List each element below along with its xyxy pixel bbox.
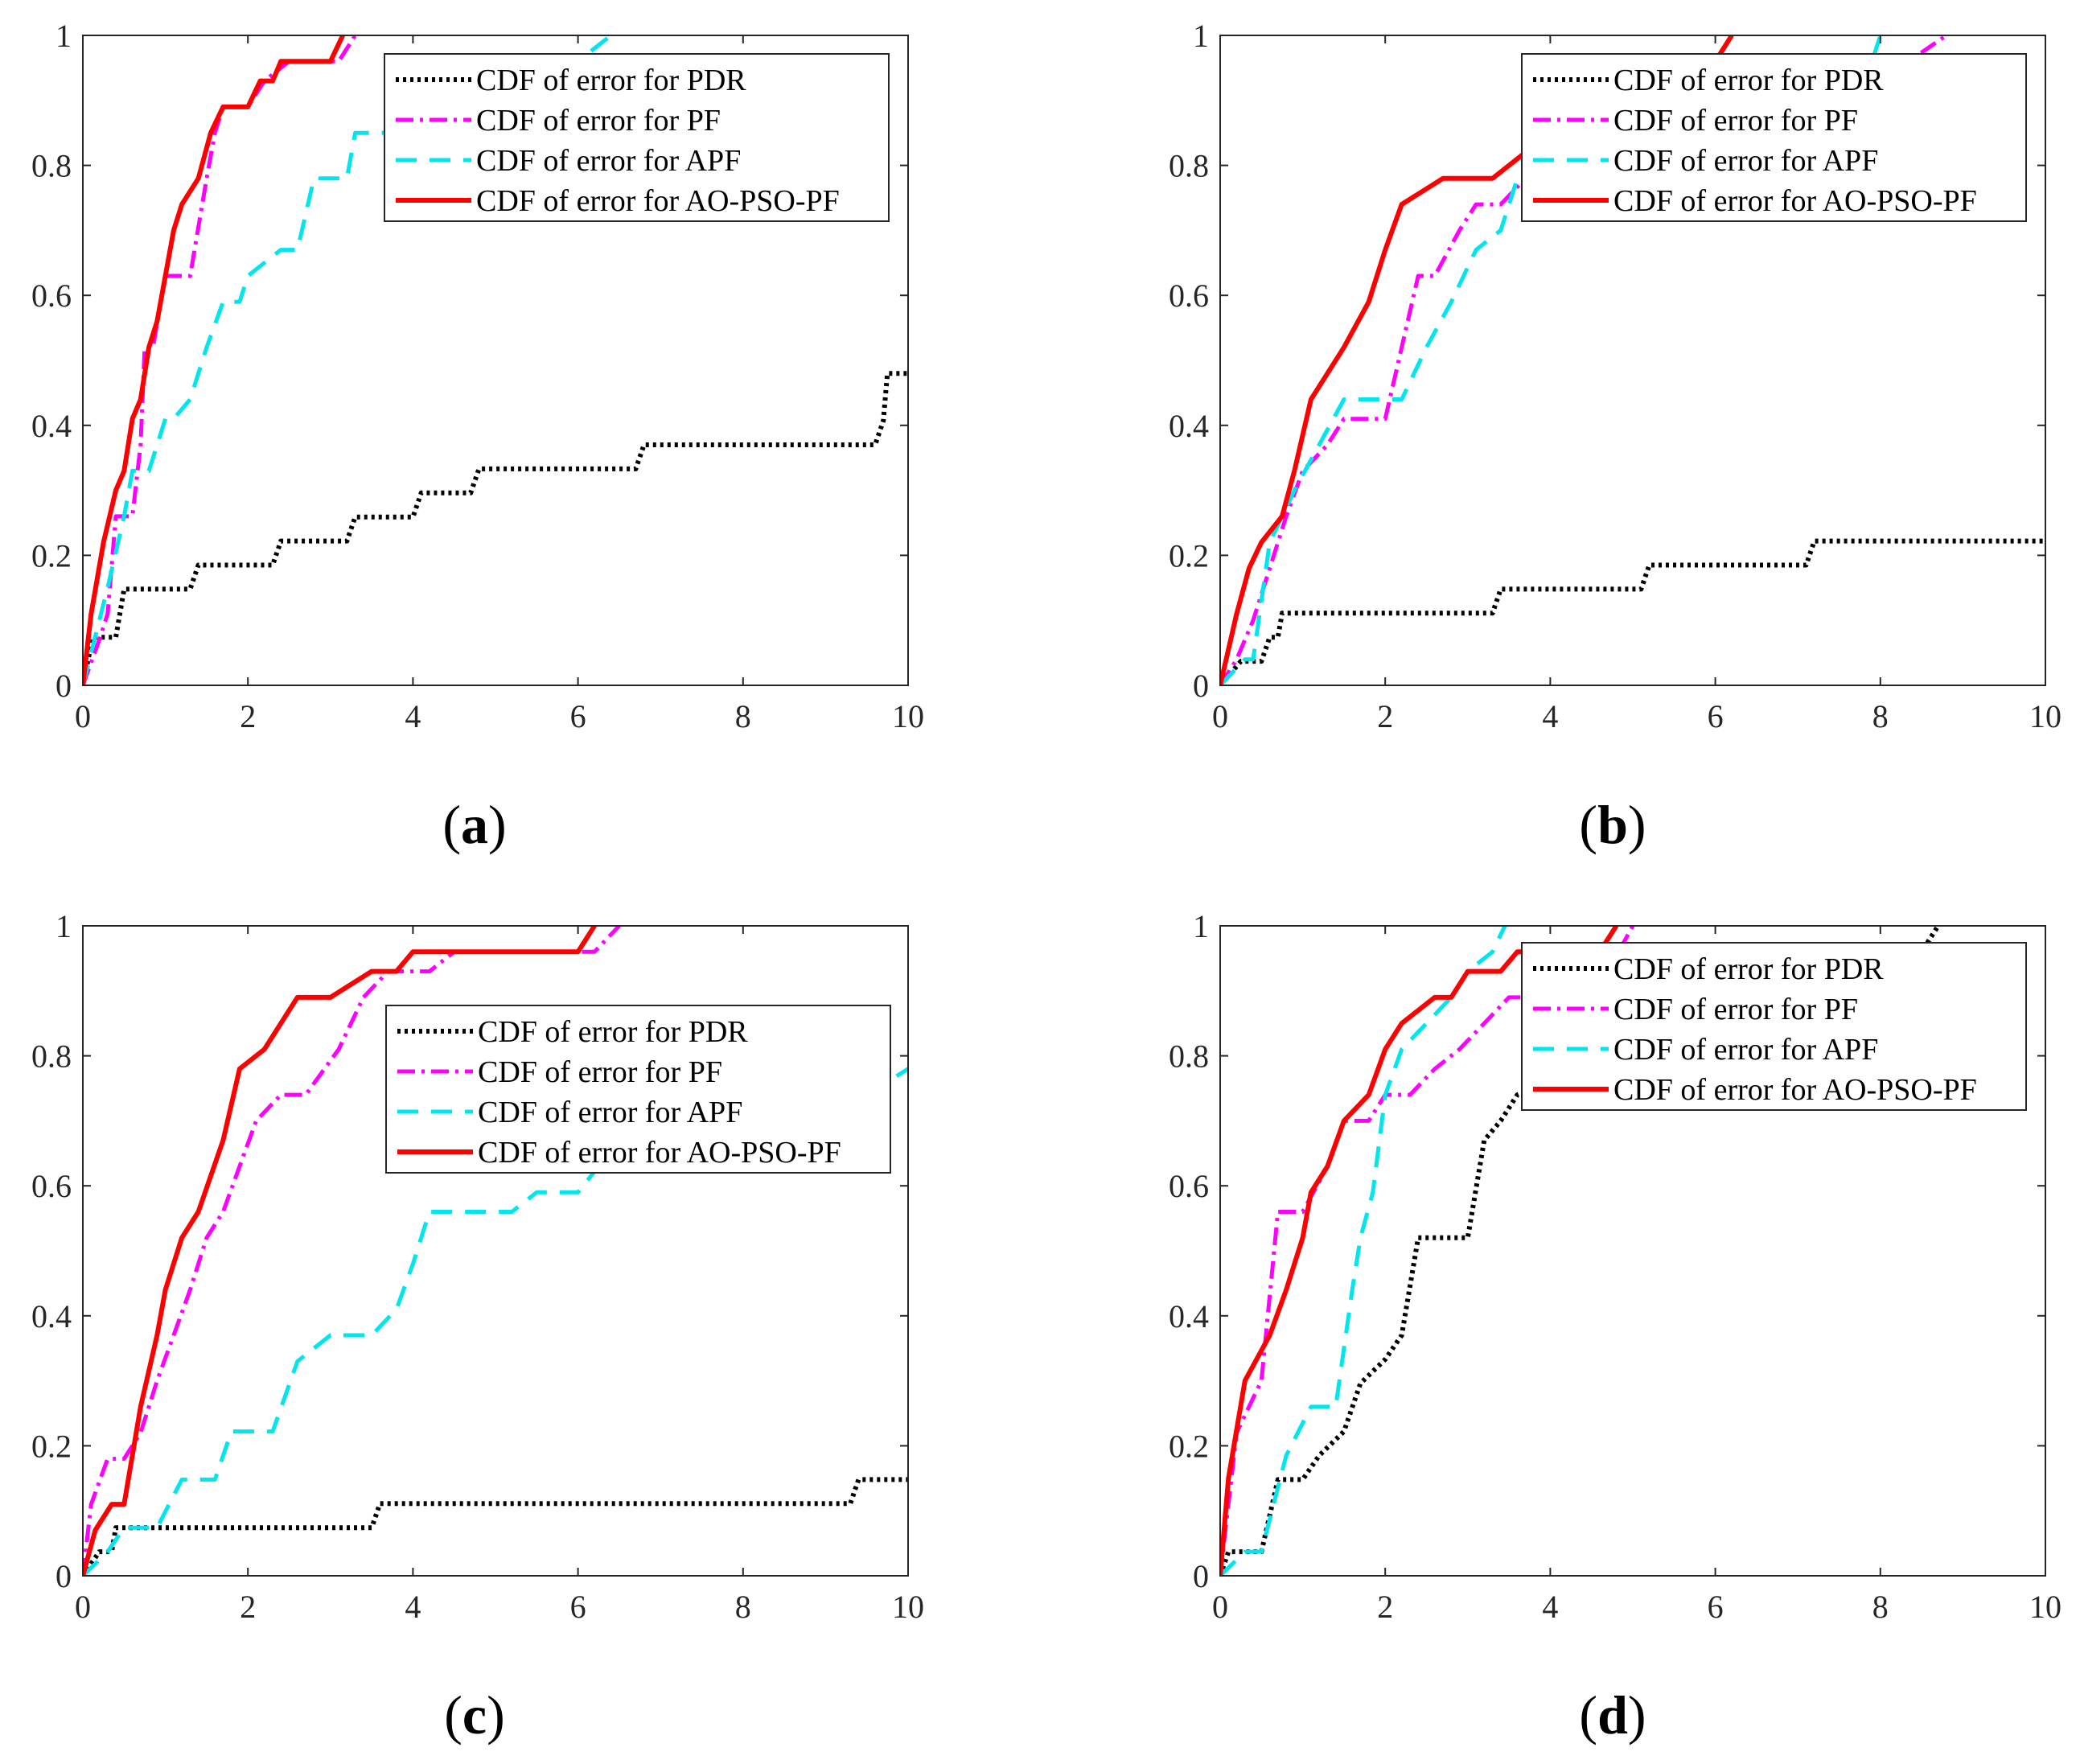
x-tick-label: 6 bbox=[570, 1589, 586, 1625]
legend-entry: CDF of error for PF bbox=[1613, 993, 1858, 1026]
panel-label: (a) bbox=[442, 794, 506, 855]
y-tick-label: 0 bbox=[55, 668, 72, 704]
y-tick-label: 0.2 bbox=[31, 537, 72, 574]
y-tick-label: 0.4 bbox=[1169, 1298, 1209, 1334]
y-tick-label: 0.6 bbox=[31, 1168, 72, 1204]
x-tick-label: 2 bbox=[1377, 1589, 1393, 1625]
series-line-dashdot bbox=[83, 926, 621, 1576]
series-line-solid bbox=[83, 35, 345, 685]
x-tick-label: 8 bbox=[1872, 1589, 1889, 1625]
legend-entry: CDF of error for PDR bbox=[1613, 952, 1884, 986]
legend-entry: CDF of error for PDR bbox=[478, 1015, 748, 1049]
y-tick-label: 0 bbox=[55, 1558, 72, 1594]
y-tick-label: 0.2 bbox=[31, 1428, 72, 1464]
y-tick-label: 0 bbox=[1193, 1558, 1209, 1594]
y-tick-label: 0.8 bbox=[31, 1038, 72, 1075]
y-tick-label: 0.8 bbox=[31, 148, 72, 184]
x-tick-label: 10 bbox=[2029, 698, 2062, 734]
x-tick-label: 4 bbox=[1542, 1589, 1558, 1625]
axes-box bbox=[82, 35, 909, 686]
x-tick-label: 8 bbox=[735, 698, 751, 734]
axes-box bbox=[1219, 925, 2046, 1577]
panel-label: (b) bbox=[1579, 794, 1646, 855]
y-tick-label: 0.6 bbox=[31, 278, 72, 314]
legend-entry: CDF of error for AO-PSO-PF bbox=[1613, 1073, 1977, 1107]
x-tick-label: 6 bbox=[1708, 1589, 1724, 1625]
y-tick-label: 0.2 bbox=[1169, 537, 1209, 574]
legend-entry: CDF of error for AO-PSO-PF bbox=[478, 1136, 841, 1170]
x-tick-label: 6 bbox=[1708, 698, 1724, 734]
legend-entry: CDF of error for PDR bbox=[1613, 64, 1884, 97]
x-tick-label: 8 bbox=[735, 1589, 751, 1625]
series-line-dotted bbox=[1220, 538, 2045, 685]
legend-box bbox=[1521, 53, 2027, 222]
axes-box bbox=[1219, 35, 2046, 686]
series-line-solid bbox=[83, 926, 597, 1576]
legend-entry: CDF of error for APF bbox=[478, 1096, 742, 1129]
x-tick-label: 2 bbox=[240, 1589, 256, 1625]
x-tick-label: 8 bbox=[1872, 698, 1889, 734]
y-tick-label: 0.4 bbox=[31, 1298, 72, 1334]
series-line-dashed bbox=[83, 1067, 908, 1576]
y-tick-label: 1 bbox=[1193, 908, 1209, 944]
legend-entry: CDF of error for PDR bbox=[476, 64, 746, 97]
legend-entry: CDF of error for AO-PSO-PF bbox=[476, 184, 840, 218]
y-tick-label: 0.2 bbox=[1169, 1428, 1209, 1464]
y-tick-label: 0.6 bbox=[1169, 1168, 1209, 1204]
legend-entry: CDF of error for PF bbox=[478, 1055, 722, 1089]
legend: CDF of error for PDR CDF of error for PF C… bbox=[384, 53, 890, 222]
x-tick-label: 2 bbox=[1377, 698, 1393, 734]
legend: CDF of error for PDR CDF of error for PF C… bbox=[1521, 53, 2027, 222]
x-tick-label: 0 bbox=[75, 1589, 91, 1625]
y-tick-label: 1 bbox=[55, 18, 72, 54]
x-tick-label: 6 bbox=[570, 698, 586, 734]
series-line-dotted bbox=[1220, 926, 1941, 1576]
panel-label: (d) bbox=[1579, 1684, 1646, 1745]
x-tick-label: 10 bbox=[892, 1589, 924, 1625]
y-tick-label: 0.8 bbox=[1169, 1038, 1209, 1075]
chart-panel-d: 0 2 4 6 8 10 0 0.2 0.4 0.6 0.8 1 CDF of error for PD… bbox=[1169, 908, 2062, 1745]
y-tick-label: 0.6 bbox=[1169, 278, 1209, 314]
legend-entry: CDF of error for PF bbox=[476, 104, 721, 138]
y-tick-label: 0.4 bbox=[1169, 408, 1209, 444]
y-tick-label: 1 bbox=[1193, 18, 1209, 54]
x-tick-label: 0 bbox=[75, 698, 91, 734]
x-tick-label: 10 bbox=[2029, 1589, 2062, 1625]
y-tick-label: 0.4 bbox=[31, 408, 72, 444]
legend: CDF of error for PDR CDF of error for PF C… bbox=[385, 1005, 891, 1174]
y-tick-label: 0.8 bbox=[1169, 148, 1209, 184]
legend: CDF of error for PDR CDF of error for PF C… bbox=[1521, 942, 2027, 1111]
x-tick-label: 10 bbox=[892, 698, 924, 734]
x-tick-label: 4 bbox=[1542, 698, 1558, 734]
x-tick-label: 0 bbox=[1212, 1589, 1228, 1625]
series-line-dotted bbox=[83, 1477, 908, 1576]
series-group bbox=[83, 926, 908, 1576]
series-line-dashdot bbox=[83, 35, 357, 685]
series-line-dotted bbox=[83, 371, 908, 685]
axes-box bbox=[82, 925, 909, 1577]
x-tick-label: 4 bbox=[405, 1589, 421, 1625]
legend-entry: CDF of error for PF bbox=[1613, 104, 1858, 138]
chart-panel-a: 0 2 4 6 8 10 0 0.2 0.4 0.6 0.8 1 CDF of error for PD… bbox=[31, 18, 924, 855]
series-group bbox=[1220, 926, 1941, 1576]
chart-panel-b: 0 2 4 6 8 10 0 0.2 0.4 0.6 0.8 1 CDF of error for PD… bbox=[1169, 18, 2062, 855]
legend-entry: CDF of error for APF bbox=[1613, 144, 1878, 178]
series-line-solid bbox=[1220, 926, 1619, 1576]
y-tick-label: 0 bbox=[1193, 668, 1209, 704]
panel-label: (c) bbox=[444, 1684, 505, 1745]
chart-panel-c: 0 2 4 6 8 10 0 0.2 0.4 0.6 0.8 1 CDF of error for PD… bbox=[31, 908, 924, 1745]
legend-entry: CDF of error for AO-PSO-PF bbox=[1613, 184, 1977, 218]
legend-entry: CDF of error for APF bbox=[1613, 1033, 1878, 1067]
x-tick-label: 4 bbox=[405, 698, 421, 734]
legend-entry: CDF of error for APF bbox=[476, 144, 741, 178]
x-tick-label: 0 bbox=[1212, 698, 1228, 734]
y-tick-label: 1 bbox=[55, 908, 72, 944]
x-tick-label: 2 bbox=[240, 698, 256, 734]
